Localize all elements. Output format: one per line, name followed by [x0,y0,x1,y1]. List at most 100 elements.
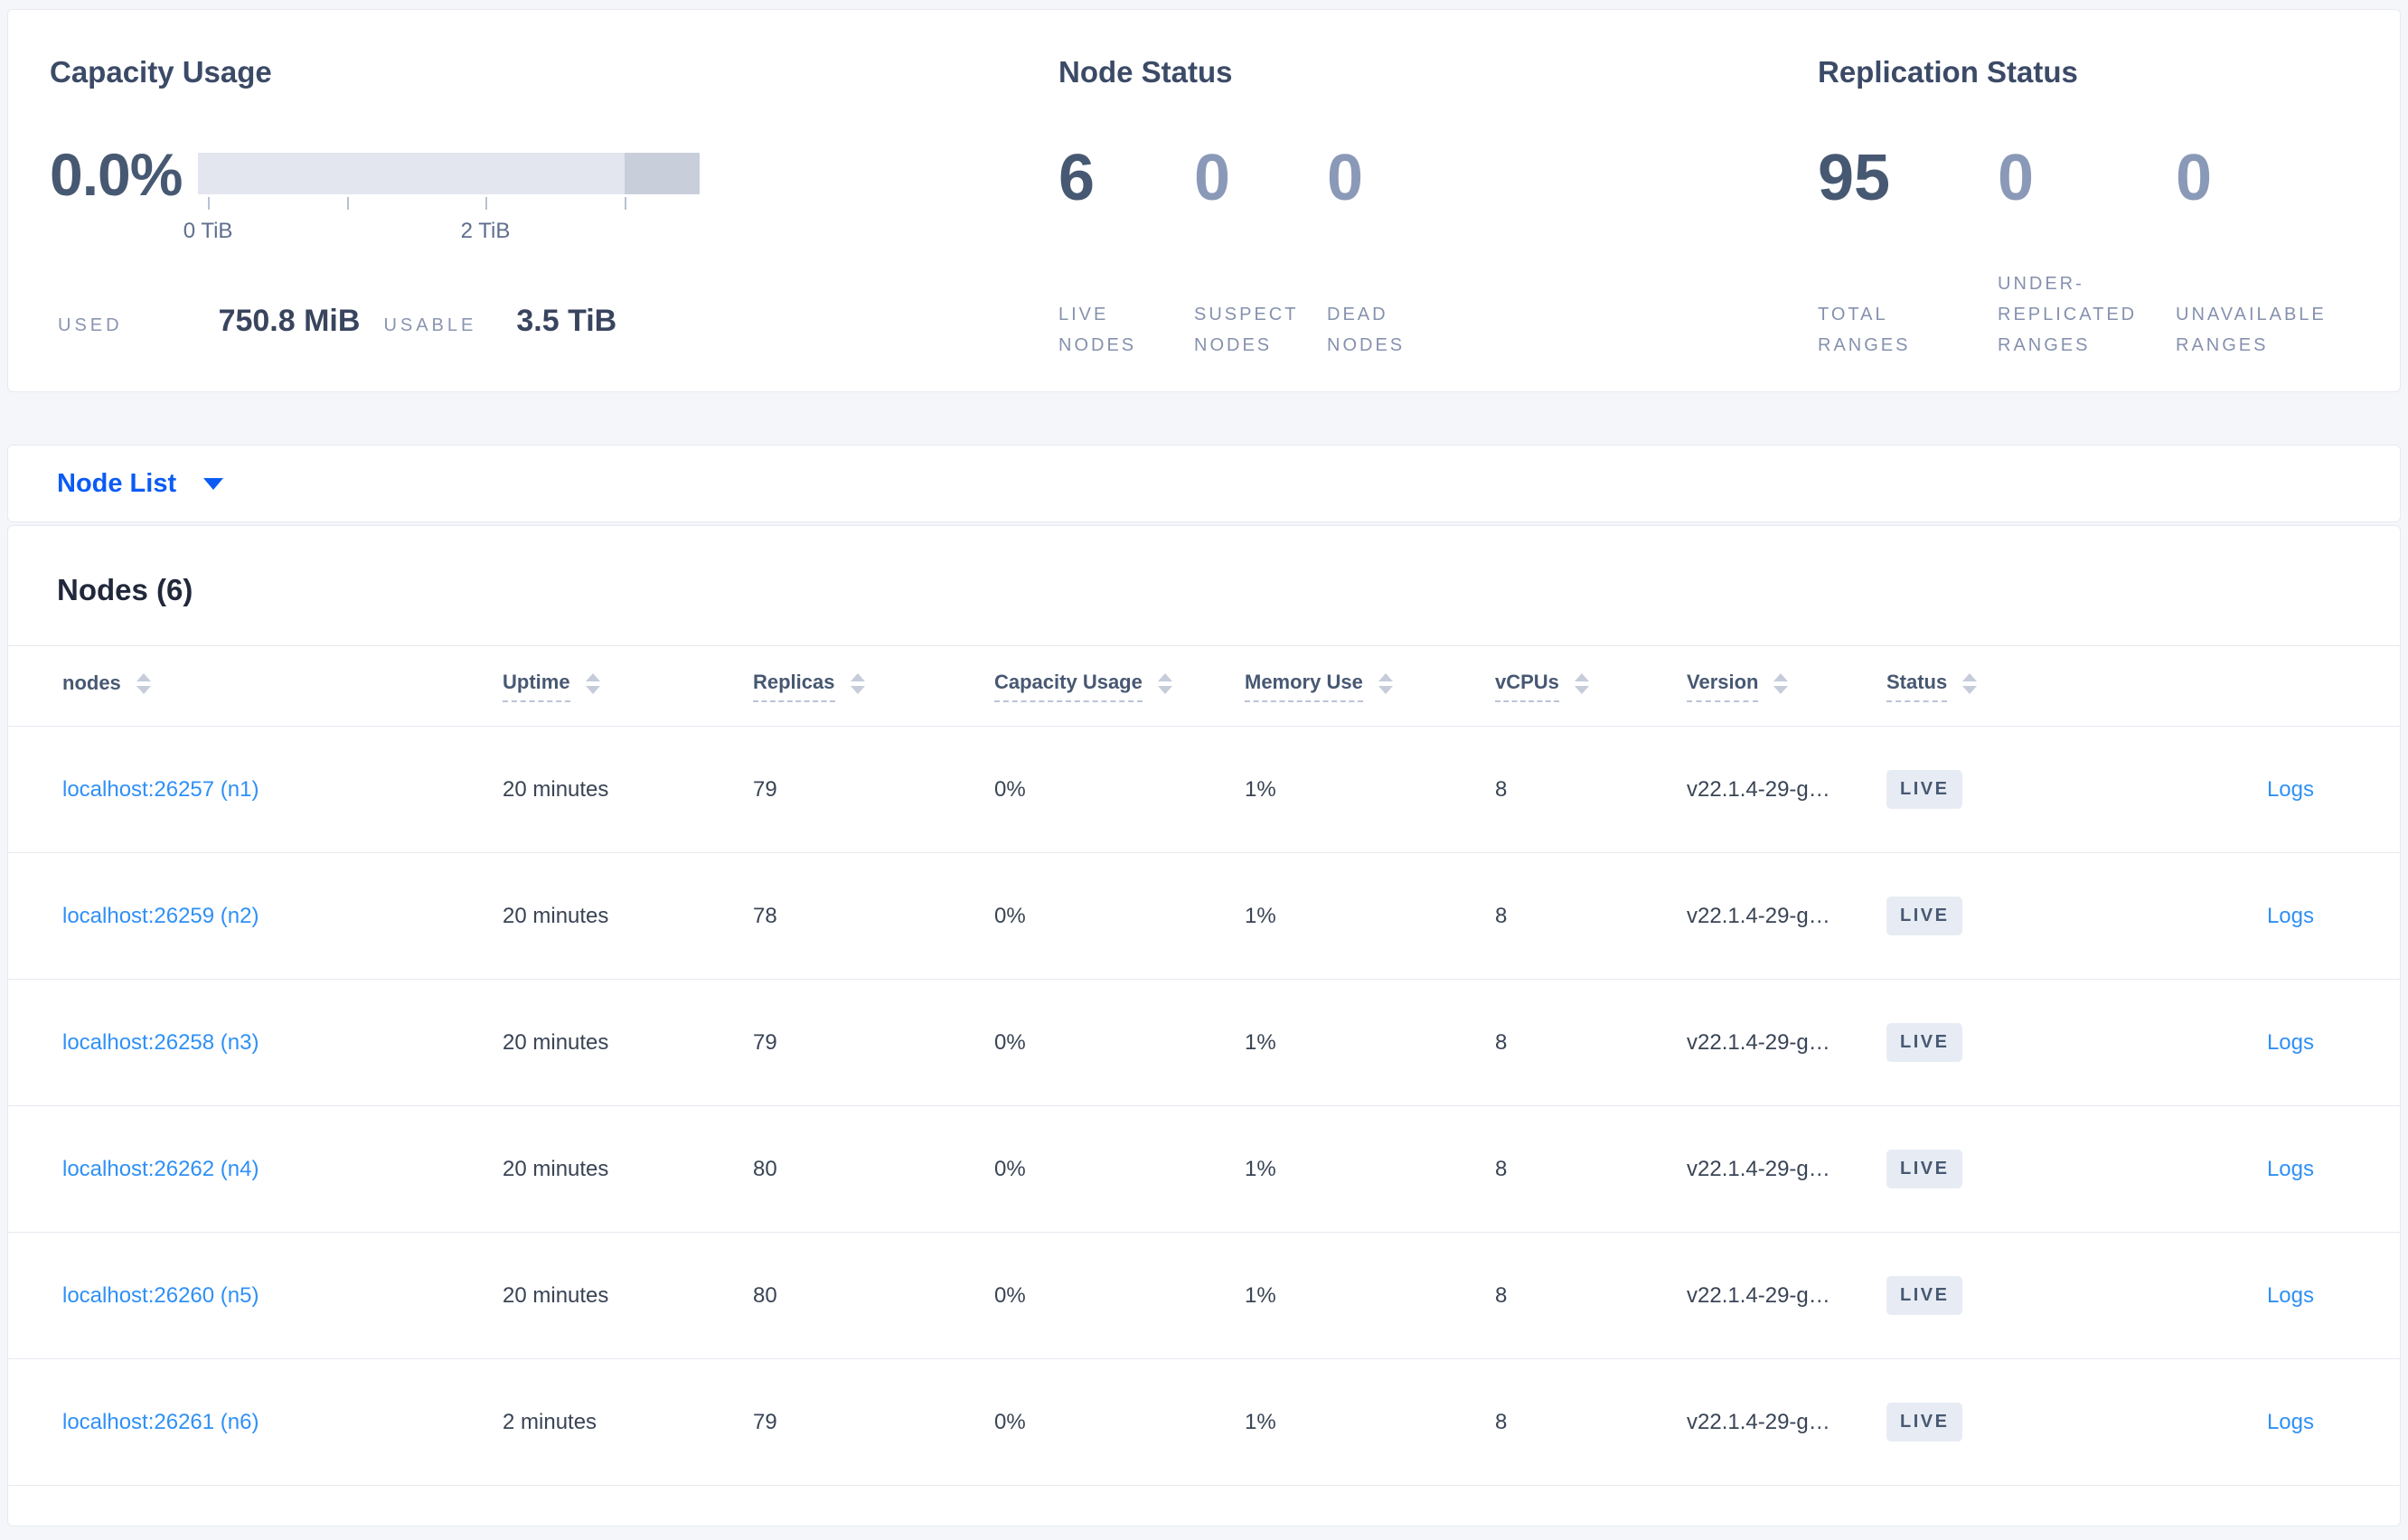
capacity-percent: 0.0% [50,141,183,208]
node-status-panel: Node Status 6 LIVE NODES 0 SUSPECT NODES… [1058,10,1818,391]
nodes-table-card: Nodes (6) nodes Uptime Replicas Capacity… [7,525,2401,1526]
node-link[interactable]: localhost:26257 (n1) [62,776,259,802]
nodes-table-title: Nodes (6) [57,573,193,606]
capacity-cell: 0% [994,1282,1026,1308]
node-link[interactable]: localhost:26259 (n2) [62,903,259,928]
memory-cell: 1% [1245,1156,1276,1181]
under-replicated-stat: 0 UNDER-REPLICATED RANGES [1998,142,2176,361]
status-badge: LIVE [1886,1150,1963,1188]
capacity-cell: 0% [994,1029,1026,1055]
vcpus-cell: 8 [1495,903,1508,928]
column-header-vcpus[interactable]: vCPUs [1495,671,1687,702]
node-link[interactable]: localhost:26262 (n4) [62,1156,259,1181]
status-badge: LIVE [1886,770,1963,809]
memory-cell: 1% [1245,1282,1276,1308]
sort-icon[interactable] [1574,673,1589,694]
cluster-summary-card: Capacity Usage 0.0% 0 TiB 2 TiB [7,9,2401,392]
capacity-cell: 0% [994,776,1026,802]
used-label: USED [58,315,123,335]
table-header-row: nodes Uptime Replicas Capacity Usage Mem… [8,645,2400,727]
capacity-usage-title: Capacity Usage [50,55,272,89]
total-ranges-label: TOTAL RANGES [1818,305,1911,355]
replication-status-title: Replication Status [1818,55,2078,89]
column-header-version[interactable]: Version [1687,671,1886,702]
node-link[interactable]: localhost:26261 (n6) [62,1409,259,1434]
vcpus-cell: 8 [1495,1029,1508,1055]
capacity-usage-panel: Capacity Usage 0.0% 0 TiB 2 TiB [8,10,1058,391]
unavailable-ranges-value: 0 [2176,142,2213,214]
logs-link[interactable]: Logs [2266,1156,2314,1181]
usable-label: USABLE [383,315,477,335]
unavailable-ranges-label: UNAVAILABLE RANGES [2176,305,2327,355]
uptime-cell: 20 minutes [503,903,609,928]
column-header-replicas[interactable]: Replicas [753,671,994,702]
logs-link[interactable]: Logs [2266,1029,2314,1055]
version-cell: v22.1.4-29-g… [1687,776,1830,802]
suspect-nodes-label: SUSPECT NODES [1194,305,1299,355]
table-row: localhost:26257 (n1) 20 minutes 79 0% 1%… [8,727,2400,853]
axis-tick [346,197,349,210]
capacity-bar-chart: 0 TiB 2 TiB [183,140,700,246]
column-header-capacity-usage[interactable]: Capacity Usage [994,671,1245,702]
replicas-cell: 79 [753,776,777,802]
sort-icon[interactable] [850,673,865,694]
sort-icon[interactable] [1773,673,1789,694]
column-header-nodes[interactable]: nodes [8,671,503,701]
memory-cell: 1% [1245,1409,1276,1434]
vcpus-cell: 8 [1495,1156,1508,1181]
status-badge: LIVE [1886,1023,1963,1062]
column-header-memory-use[interactable]: Memory Use [1245,671,1495,702]
replicas-cell: 79 [753,1409,777,1434]
version-cell: v22.1.4-29-g… [1687,1282,1830,1308]
live-nodes-label: LIVE NODES [1058,305,1137,355]
table-row: localhost:26258 (n3) 20 minutes 79 0% 1%… [8,980,2400,1106]
version-cell: v22.1.4-29-g… [1687,1029,1830,1055]
uptime-cell: 20 minutes [503,1282,609,1308]
table-row: localhost:26259 (n2) 20 minutes 78 0% 1%… [8,853,2400,980]
memory-cell: 1% [1245,1029,1276,1055]
total-ranges-stat: 95 TOTAL RANGES [1818,142,1998,361]
replicas-cell: 79 [753,1029,777,1055]
uptime-cell: 20 minutes [503,1156,609,1181]
version-cell: v22.1.4-29-g… [1687,1156,1830,1181]
column-header-status[interactable]: Status [1886,671,2121,702]
axis-label-2tib: 2 TiB [460,219,511,243]
sort-icon[interactable] [1378,673,1393,694]
uptime-cell: 2 minutes [503,1409,597,1434]
usable-value: 3.5 TiB [516,304,617,338]
version-cell: v22.1.4-29-g… [1687,1409,1830,1434]
live-nodes-value: 6 [1058,142,1096,214]
sort-icon[interactable] [585,673,600,694]
logs-link[interactable]: Logs [2266,903,2314,928]
sort-icon[interactable] [136,673,151,694]
node-link[interactable]: localhost:26260 (n5) [62,1282,259,1308]
dead-nodes-stat: 0 DEAD NODES [1327,142,1472,361]
capacity-bar [198,153,700,194]
logs-link[interactable]: Logs [2266,1409,2314,1434]
replicas-cell: 78 [753,903,777,928]
sort-icon[interactable] [1157,673,1172,694]
node-list-dropdown-label: Node List [57,468,177,498]
under-replicated-value: 0 [1998,142,2035,214]
vcpus-cell: 8 [1495,1409,1508,1434]
axis-tick [485,197,487,210]
under-replicated-label: UNDER-REPLICATED RANGES [1998,274,2138,355]
column-header-uptime[interactable]: Uptime [503,671,753,702]
total-ranges-value: 95 [1818,142,1891,214]
node-link[interactable]: localhost:26258 (n3) [62,1029,259,1055]
capacity-cell: 0% [994,1409,1026,1434]
logs-link[interactable]: Logs [2266,1282,2314,1308]
status-badge: LIVE [1886,897,1963,935]
logs-link[interactable]: Logs [2266,776,2314,802]
node-list-selector-bar: Node List [7,445,2401,522]
axis-tick [624,197,626,210]
sort-icon[interactable] [1962,673,1978,694]
table-row: localhost:26261 (n6) 2 minutes 79 0% 1% … [8,1359,2400,1486]
replicas-cell: 80 [753,1156,777,1181]
suspect-nodes-value: 0 [1194,142,1231,214]
table-row: localhost:26262 (n4) 20 minutes 80 0% 1%… [8,1106,2400,1233]
memory-cell: 1% [1245,776,1276,802]
uptime-cell: 20 minutes [503,776,609,802]
node-list-dropdown[interactable]: Node List [57,468,224,499]
axis-tick [208,197,211,210]
